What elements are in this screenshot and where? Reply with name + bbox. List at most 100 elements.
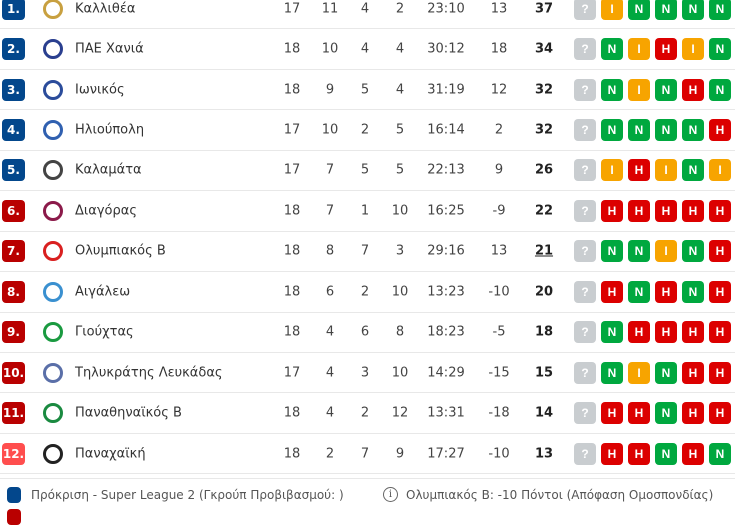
form-result-badge[interactable]: N <box>655 361 677 384</box>
form-result-badge[interactable]: H <box>628 199 650 222</box>
form-result-badge[interactable]: N <box>655 78 677 101</box>
form-result-badge[interactable]: ? <box>574 119 596 142</box>
form-result-badge[interactable]: I <box>601 159 623 182</box>
form-result-badge[interactable]: N <box>601 38 623 61</box>
form-result-badge[interactable]: N <box>682 280 704 303</box>
table-row[interactable]: 6. Διαγόρας 18 7 1 10 16:25 -9 22? H H H H H <box>0 191 735 232</box>
form-result-badge[interactable]: ? <box>574 78 596 101</box>
team-name[interactable]: Ολυμπιακός Β <box>75 243 166 259</box>
form-result-badge[interactable]: N <box>601 321 623 344</box>
team-name[interactable]: Αιγάλεω <box>75 284 131 300</box>
form-result-badge[interactable]: ? <box>574 38 596 61</box>
form-result-badge[interactable]: ? <box>574 0 596 20</box>
form-result-badge[interactable]: H <box>601 280 623 303</box>
team-name[interactable]: Ηλιούπολη <box>75 122 145 138</box>
form-result-badge[interactable]: I <box>628 78 650 101</box>
form-result-badge[interactable]: N <box>709 442 731 465</box>
team-name[interactable]: ΠΑΕ Χανιά <box>75 41 144 57</box>
team-name[interactable]: Παναθηναϊκός Β <box>75 405 182 421</box>
form-result-badge[interactable]: H <box>628 402 650 425</box>
team-name[interactable]: Καλλιθέα <box>75 1 136 17</box>
form-result-badge[interactable]: H <box>682 199 704 222</box>
form-result-badge[interactable]: N <box>682 0 704 20</box>
form-result-badge[interactable]: H <box>709 321 731 344</box>
form-result-badge[interactable]: I <box>601 0 623 20</box>
team-name[interactable]: Ιωνικός <box>75 82 125 98</box>
form-result-badge[interactable]: H <box>682 402 704 425</box>
form-result-badge[interactable]: N <box>655 0 677 20</box>
form-result-badge[interactable]: H <box>655 38 677 61</box>
form-result-badge[interactable]: N <box>601 119 623 142</box>
form-result-badge[interactable]: H <box>628 159 650 182</box>
form-result-badge[interactable]: H <box>601 402 623 425</box>
form-result-badge[interactable]: N <box>709 78 731 101</box>
form-result-badge[interactable]: N <box>682 240 704 263</box>
table-row[interactable]: 12. Παναχαϊκή 18 2 7 9 17:27 -10 13? H H N H N <box>0 434 735 475</box>
table-row[interactable]: 3. Ιωνικός 18 9 5 4 31:19 12 32? N I N H N <box>0 70 735 111</box>
form-result-badge[interactable]: H <box>682 442 704 465</box>
form-result-badge[interactable]: N <box>628 0 650 20</box>
form-result-badge[interactable]: N <box>601 240 623 263</box>
p-value: 18 <box>283 446 301 462</box>
d-value: 2 <box>360 284 370 300</box>
form-result-badge[interactable]: H <box>655 280 677 303</box>
form-result-badge[interactable]: H <box>655 199 677 222</box>
form-result-badge[interactable]: I <box>682 38 704 61</box>
form-result-badge[interactable]: N <box>709 38 731 61</box>
form-result-badge[interactable]: I <box>628 361 650 384</box>
form-result-badge[interactable]: H <box>709 199 731 222</box>
form-result-badge[interactable]: H <box>709 119 731 142</box>
form-result-badge[interactable]: I <box>655 159 677 182</box>
form-result-badge[interactable]: H <box>709 361 731 384</box>
form-result-badge[interactable]: H <box>709 280 731 303</box>
form-result-badge[interactable]: H <box>709 402 731 425</box>
team-name[interactable]: Καλαμάτα <box>75 162 142 178</box>
team-name[interactable]: Παναχαϊκή <box>75 446 146 462</box>
form-result-badge[interactable]: H <box>682 321 704 344</box>
form-result-badge[interactable]: ? <box>574 159 596 182</box>
form-result-badge[interactable]: ? <box>574 280 596 303</box>
form-result-badge[interactable]: ? <box>574 321 596 344</box>
table-row[interactable]: 7. Ολυμπιακός Β 18 8 7 3 29:16 13 21? N N I N H <box>0 232 735 273</box>
table-row[interactable]: 10. Τηλυκράτης Λευκάδας 17 4 3 10 14:29 -15 15? N… <box>0 353 735 394</box>
form-result-badge[interactable]: I <box>709 159 731 182</box>
form-result-badge[interactable]: ? <box>574 442 596 465</box>
form-result-badge[interactable]: ? <box>574 361 596 384</box>
form-result-badge[interactable]: H <box>601 199 623 222</box>
form-result-badge[interactable]: N <box>628 119 650 142</box>
form-result-badge[interactable]: H <box>709 240 731 263</box>
form-result-badge[interactable]: ? <box>574 402 596 425</box>
d-value: 7 <box>360 446 370 462</box>
form-result-badge[interactable]: H <box>682 361 704 384</box>
team-name[interactable]: Γιούχτας <box>75 324 134 340</box>
ionikos-logo <box>43 79 63 100</box>
form-result-badge[interactable]: ? <box>574 199 596 222</box>
form-result-badge[interactable]: N <box>655 402 677 425</box>
form-result-badge[interactable]: ? <box>574 240 596 263</box>
form-result-badge[interactable]: N <box>628 240 650 263</box>
table-row[interactable]: 4. Ηλιούπολη 17 10 2 5 16:14 2 32? N N N N H <box>0 110 735 151</box>
form-result-badge[interactable]: I <box>655 240 677 263</box>
table-row[interactable]: 2. ΠΑΕ Χανιά 18 10 4 4 30:12 18 34? N I H I N <box>0 29 735 70</box>
form-result-badge[interactable]: H <box>655 321 677 344</box>
table-row[interactable]: 11. Παναθηναϊκός Β 18 4 2 12 13:31 -18 14? H H N H H <box>0 393 735 434</box>
team-name[interactable]: Διαγόρας <box>75 203 137 219</box>
form-result-badge[interactable]: N <box>682 159 704 182</box>
form-result-badge[interactable]: H <box>628 321 650 344</box>
team-name[interactable]: Τηλυκράτης Λευκάδας <box>75 365 223 381</box>
form-result-badge[interactable]: N <box>709 0 731 20</box>
form-result-badge[interactable]: N <box>655 442 677 465</box>
table-row[interactable]: 9. Γιούχτας 18 4 6 8 18:23 -5 18? N H H H H <box>0 313 735 353</box>
form-result-badge[interactable]: N <box>682 119 704 142</box>
form-result-badge[interactable]: N <box>601 361 623 384</box>
form-result-badge[interactable]: N <box>655 119 677 142</box>
table-row[interactable]: 1. Καλλιθέα 17 11 4 2 23:10 13 37? I N N N N <box>0 0 735 30</box>
form-result-badge[interactable]: H <box>628 442 650 465</box>
form-result-badge[interactable]: H <box>601 442 623 465</box>
form-result-badge[interactable]: H <box>682 78 704 101</box>
table-row[interactable]: 5. Καλαμάτα 17 7 5 5 22:13 9 26? I H I N I <box>0 151 735 192</box>
form-result-badge[interactable]: N <box>628 280 650 303</box>
table-row[interactable]: 8. Αιγάλεω 18 6 2 10 13:23 -10 20? H N H N H <box>0 272 735 313</box>
form-result-badge[interactable]: N <box>601 78 623 101</box>
form-result-badge[interactable]: I <box>628 38 650 61</box>
